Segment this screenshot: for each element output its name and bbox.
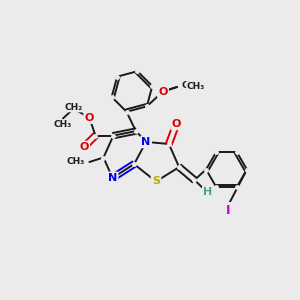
Text: CH₃: CH₃ <box>187 82 205 91</box>
Text: O: O <box>158 86 168 97</box>
Text: CH₃: CH₃ <box>182 81 200 90</box>
Text: CH₃: CH₃ <box>54 120 72 129</box>
Text: S: S <box>152 176 160 187</box>
Text: H: H <box>203 187 212 197</box>
Text: CH₃: CH₃ <box>184 81 203 90</box>
Text: N: N <box>108 173 117 183</box>
Text: CH₃: CH₃ <box>67 158 85 166</box>
Text: O: O <box>79 142 89 152</box>
Text: N: N <box>142 137 151 147</box>
Text: CH₂: CH₂ <box>64 103 82 112</box>
Text: O: O <box>172 119 181 129</box>
Text: I: I <box>226 203 230 217</box>
Text: O: O <box>85 112 94 123</box>
